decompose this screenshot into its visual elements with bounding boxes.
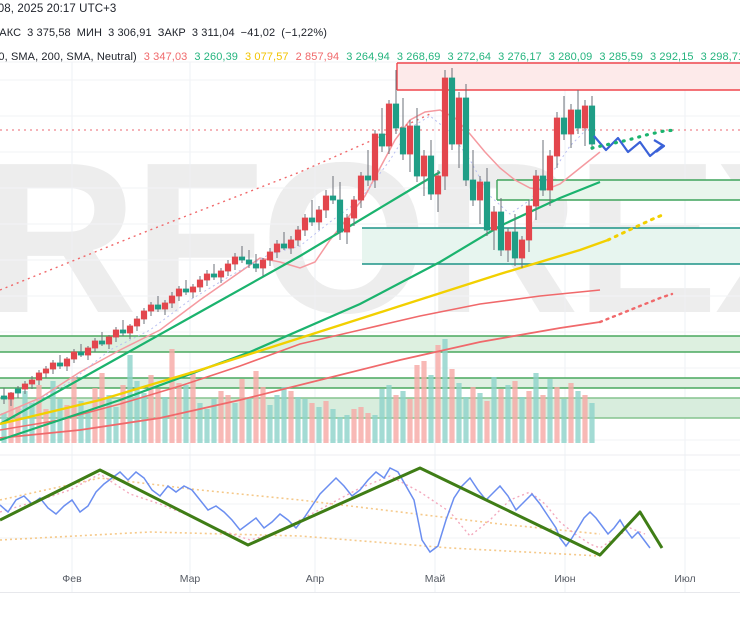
ohlc-high-value: 3 375,58 [27, 27, 71, 39]
ohlc-low-value: 3 306,91 [108, 27, 152, 39]
ohlc-close-label: ЗАКР [157, 27, 186, 39]
indicator-value: 3 280,09 [548, 51, 593, 63]
ohlc-close-value: 3 311,04 [191, 27, 235, 39]
x-axis-label: Мар [179, 573, 201, 585]
indicator-value: 3 077,57 [245, 51, 289, 63]
indicator-values: 3 347,03 3 260,39 3 077,57 2 857,94 3 264,94… [144, 51, 740, 63]
ohlc-change-pct: (−1,22%) [281, 27, 327, 39]
ohlc-high-label: МАКС [0, 27, 22, 39]
indicator-value: 3 276,17 [498, 51, 542, 63]
indicator-value: 3 264,94 [346, 51, 390, 63]
indicator-value: 3 347,03 [143, 51, 188, 63]
indicator-value: 3 298,71 [700, 51, 740, 63]
x-axis-label: Июн [554, 573, 576, 585]
x-axis-label: Июл [674, 573, 696, 585]
x-axis-label: Май [424, 573, 446, 585]
indicator-value: 3 285,59 [599, 51, 644, 63]
ohlc-legend: МАКС 3 375,58 МИН 3 306,91 ЗАКР 3 311,04 −41,0… [0, 27, 333, 39]
indicator-value: 3 292,15 [650, 51, 694, 63]
indicator-value: 3 260,39 [194, 51, 239, 63]
chart-datetime: н 08, 2025 20:17 UTC+3 [0, 3, 117, 15]
x-axis-label: Апр [305, 573, 325, 585]
indicator-params: 100, SMA, 200, SMA, Neutral) [0, 51, 137, 63]
axis-divider [0, 592, 740, 593]
indicator-value: 3 272,64 [447, 51, 492, 63]
indicator-value: 3 268,69 [396, 51, 441, 63]
ohlc-low-label: МИН [76, 27, 103, 39]
indicator-value: 2 857,94 [295, 51, 340, 63]
ohlc-change-abs: −41,02 [240, 27, 276, 39]
x-axis-label: Фев [62, 573, 82, 585]
indicator-legend: 100, SMA, 200, SMA, Neutral) 3 347,03 3 26… [0, 51, 740, 63]
x-axis: Фев Мар Апр Май Июн Июл [0, 573, 740, 593]
